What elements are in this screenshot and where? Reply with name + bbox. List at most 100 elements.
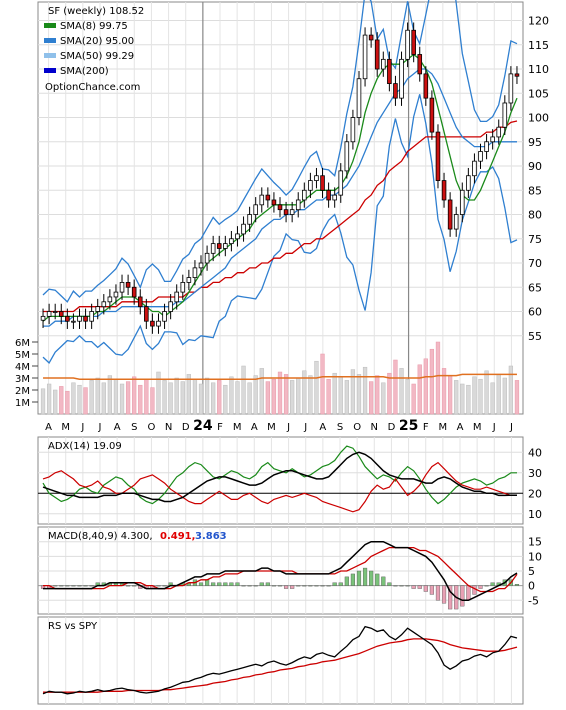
candle-body xyxy=(192,267,198,278)
volume-bar xyxy=(89,380,94,415)
candle-body xyxy=(399,58,404,99)
upper-band-line xyxy=(42,0,518,303)
legend: SF (weekly) 108.52 SMA(8) 99.75 SMA(20) 95… xyxy=(44,6,144,77)
macd-histogram-bar xyxy=(387,582,392,586)
volume-bar xyxy=(496,374,501,415)
adx-label: ADX(14) 19.09 xyxy=(48,441,122,452)
adx-y-tick-label: 40 xyxy=(528,446,542,459)
volume-y-tick-label: 3M xyxy=(15,374,30,385)
candle-body xyxy=(368,34,374,41)
legend-label: SMA(50) 99.29 xyxy=(60,51,134,62)
macd-line xyxy=(43,540,518,602)
volume-bar xyxy=(405,378,410,415)
macd-histogram-bar xyxy=(77,585,82,587)
macd-histogram-bar xyxy=(198,582,204,586)
volume-average-line xyxy=(43,373,517,380)
x-axis-label: J xyxy=(492,422,496,433)
volume-bar xyxy=(490,382,495,415)
macd-histogram-bar xyxy=(460,585,465,607)
candle-body xyxy=(447,199,453,230)
price-y-tick-label: 85 xyxy=(528,184,542,197)
volume-bar xyxy=(107,375,113,415)
volume-bar xyxy=(235,381,240,415)
macd-histogram-bar xyxy=(229,582,234,586)
adx-lines xyxy=(42,445,517,513)
candle-body xyxy=(223,243,228,249)
macd-histogram-bar xyxy=(259,582,264,586)
macd-histogram-bar xyxy=(423,585,428,592)
volume-bar xyxy=(369,381,374,415)
volume-bar xyxy=(356,374,362,415)
volume-bar xyxy=(192,378,198,415)
price-y-tick-label: 75 xyxy=(528,233,542,246)
price-y-tick-label: 115 xyxy=(528,39,549,52)
macd-histogram-bar xyxy=(490,582,495,586)
macd-histogram-bar xyxy=(302,585,307,587)
macd-histogram-bar xyxy=(326,585,331,587)
adx-y-tick-label: 10 xyxy=(528,508,542,521)
macd-y-tick-label: 0 xyxy=(528,580,535,593)
volume-y-tick-label: 5M xyxy=(15,350,30,361)
legend-swatch xyxy=(44,68,56,73)
volume-bar xyxy=(180,381,185,415)
price-y-tick-label: 70 xyxy=(528,257,542,270)
x-axis-label: S xyxy=(337,422,343,433)
candle-body xyxy=(411,29,416,55)
candle-body xyxy=(156,320,161,327)
candle-body xyxy=(101,301,107,308)
candle-body xyxy=(180,282,186,293)
candle-body xyxy=(381,58,386,70)
volume-grid xyxy=(32,341,38,403)
macd-histogram-bar xyxy=(405,585,410,587)
macd-histogram-bar xyxy=(271,585,277,587)
candle-body xyxy=(52,311,58,313)
x-axis-label: J xyxy=(98,422,102,433)
volume-bar xyxy=(150,387,155,415)
candle-body xyxy=(344,141,350,172)
candle-body xyxy=(58,311,64,317)
macd-histogram-bar xyxy=(417,585,422,589)
volume-bar xyxy=(113,378,119,415)
candle-body xyxy=(168,301,173,312)
macd-label: MACD(8,40,9) 4.300, xyxy=(48,531,153,542)
candle-body xyxy=(125,282,131,288)
rs-line xyxy=(42,625,518,695)
volume-bar xyxy=(253,375,258,415)
price-y-tick-label: 65 xyxy=(528,281,542,294)
volume-bar xyxy=(101,382,106,415)
macd-histogram-bar xyxy=(514,584,520,586)
volume-bar xyxy=(138,384,143,415)
macd-y-tick-label: 10 xyxy=(528,550,542,563)
candle-body xyxy=(283,209,289,215)
volume-bar xyxy=(277,371,283,415)
candle-body xyxy=(423,73,429,99)
macd-histogram-bar xyxy=(399,585,404,587)
macd-histogram-bar xyxy=(89,585,94,587)
x-axis-label: S xyxy=(131,422,137,433)
candle-body xyxy=(89,311,94,322)
macd-histogram-bar xyxy=(235,582,240,586)
candle-body xyxy=(137,296,143,308)
candle-body xyxy=(77,315,82,322)
macd-histogram-bar xyxy=(356,570,362,586)
legend-swatch xyxy=(44,23,56,28)
candle-body xyxy=(289,209,295,215)
volume-bar xyxy=(271,378,277,415)
macd-histogram-bar xyxy=(332,582,337,586)
volume-bar xyxy=(484,370,489,415)
candle-body xyxy=(277,204,283,211)
macd-histogram-bar xyxy=(265,582,270,586)
volume-y-tick-label: 4M xyxy=(15,362,30,373)
legend-swatch xyxy=(44,53,56,58)
x-axis-label: D xyxy=(388,422,396,433)
candle-body xyxy=(174,291,179,303)
macd-histogram-bar xyxy=(472,585,477,595)
volume-y-tick-label: 2M xyxy=(15,386,30,397)
volume-bar xyxy=(211,382,216,415)
macd-histogram-bar xyxy=(211,582,216,586)
macd-histogram-bar xyxy=(362,567,368,586)
volume-bar xyxy=(59,386,64,415)
macd-histogram-bar xyxy=(83,585,88,587)
